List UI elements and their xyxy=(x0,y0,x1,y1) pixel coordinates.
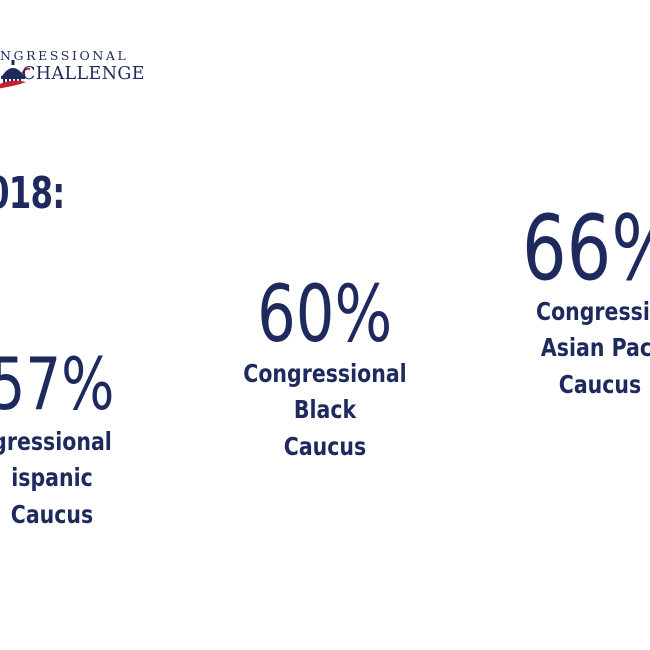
stat-label-line: Black xyxy=(293,395,357,425)
stat-label-line: Caucus xyxy=(558,369,642,399)
stat-label-line: Caucus xyxy=(283,431,367,461)
stat-black-caucus: 60% Congressional Black Caucus xyxy=(175,276,475,465)
stat-label-line: Congressio xyxy=(536,297,650,326)
year-heading: 018: xyxy=(0,168,65,219)
stat-percent: 66% xyxy=(521,196,650,301)
capitol-dome-icon xyxy=(0,60,30,89)
stat-percent: 60% xyxy=(257,270,393,360)
stat-label: Congressional Black Caucus xyxy=(202,356,448,465)
stat-label: Congressio Asian Paci Caucus xyxy=(477,294,650,403)
congressional-challenge-logo: NGRESSIONAL CHALLENGE xyxy=(0,44,166,94)
stat-label-line: Caucus xyxy=(10,499,94,529)
stat-label-line: ispanic xyxy=(11,463,93,493)
stat-apac-caucus: 66% Congressio Asian Paci Caucus xyxy=(450,204,650,403)
logo-top-text: NGRESSIONAL xyxy=(0,48,129,63)
stat-label: gressional ispanic Caucus xyxy=(0,424,175,533)
stat-hispanic-caucus: 57% gressional ispanic Caucus xyxy=(0,348,202,533)
stat-percent: 57% xyxy=(0,342,115,426)
stat-label-line: Congressional xyxy=(243,359,407,388)
stat-label-line: gressional xyxy=(0,427,112,456)
logo-bottom-text: CHALLENGE xyxy=(22,64,145,84)
stat-label-line: Asian Paci xyxy=(540,333,650,363)
